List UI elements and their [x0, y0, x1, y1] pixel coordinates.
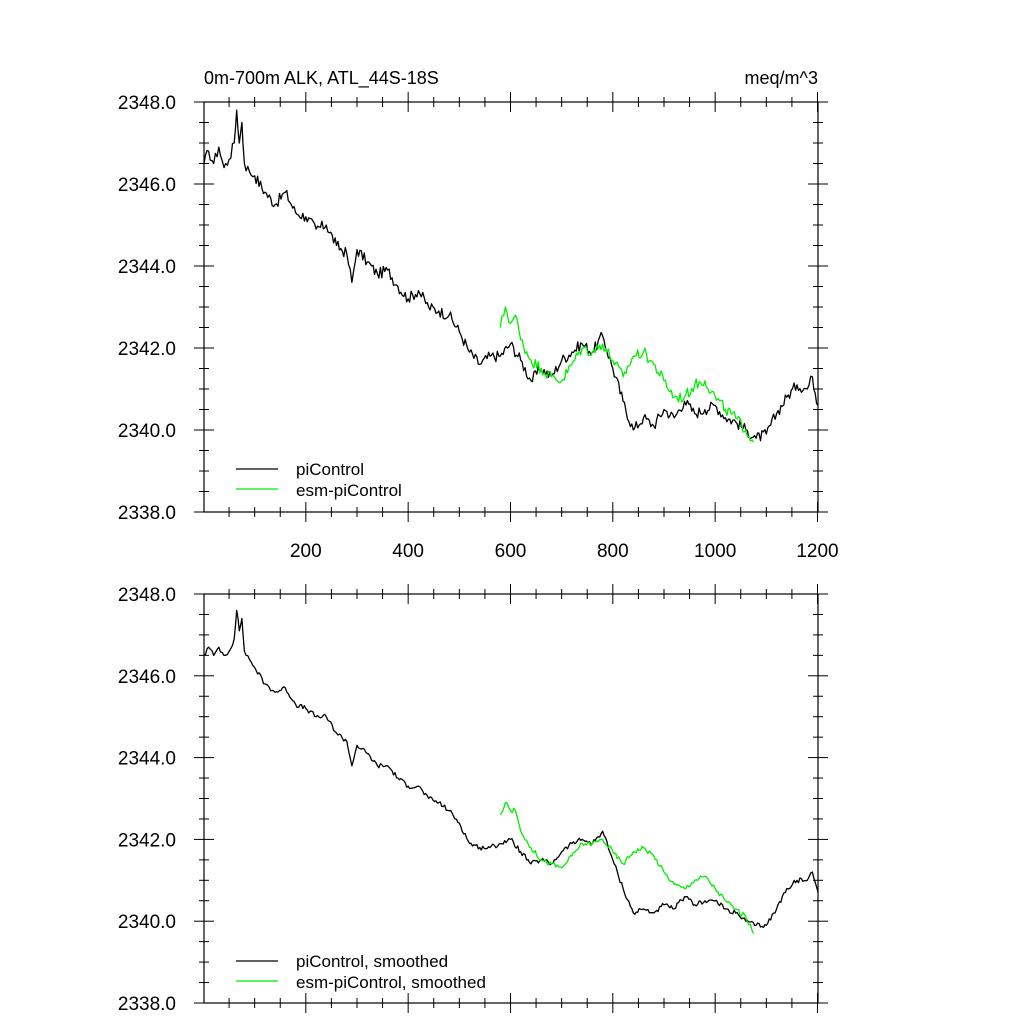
series-line-picontrol-smoothed	[203, 609, 819, 929]
plot-frame-top	[203, 101, 819, 513]
y-tick-label: 2348.0	[118, 93, 176, 114]
legend-label-esm-picontrol-smoothed: esm-piControl, smoothed	[296, 973, 486, 992]
y-tick-label: 2344.0	[118, 749, 176, 770]
legend-label-esm-picontrol: esm-piControl	[296, 481, 402, 500]
plot-frame-bottom	[203, 593, 819, 1004]
x-tick-label: 800	[597, 541, 629, 562]
y-tick-labels-bottom: 2338.0 2340.0 2342.0 2344.0 2346.0 2348.0	[118, 585, 176, 1015]
chart-units: meq/m^3	[745, 68, 818, 88]
chart-panel-bottom: 2338.0 2340.0 2342.0 2344.0 2346.0 2348.0 piC…	[118, 584, 828, 1015]
chart-panel-top: 0m-700m ALK, ATL_44S-18S meq/m^3 2338.02…	[118, 68, 839, 562]
y-tick-label: 2342.0	[118, 830, 176, 851]
y-tick-label: 2338.0	[118, 503, 176, 524]
series-line-esm-picontrol	[499, 306, 755, 443]
legend-top: piControl esm-piControl	[236, 460, 402, 500]
y-tick-label: 2346.0	[118, 175, 176, 196]
y-tick-label: 2340.0	[118, 912, 176, 933]
chart-title: 0m-700m ALK, ATL_44S-18S	[204, 68, 439, 89]
x-tick-labels-top: 200 400 600 800 1000 1200	[290, 541, 839, 562]
axis-ticks-bottom	[194, 584, 828, 1013]
legend-bottom: piControl, smoothed esm-piControl, smoot…	[236, 952, 486, 992]
legend-label-picontrol-smoothed: piControl, smoothed	[296, 952, 448, 971]
series-group-top	[203, 109, 819, 443]
y-tick-label: 2346.0	[118, 667, 176, 688]
y-tick-label: 2338.0	[118, 994, 176, 1015]
x-tick-label: 400	[392, 541, 424, 562]
x-tick-label: 1200	[796, 541, 838, 562]
y-tick-label: 2340.0	[118, 421, 176, 442]
series-line-picontrol	[203, 109, 819, 442]
x-tick-label: 1000	[694, 541, 736, 562]
legend-label-picontrol: piControl	[296, 460, 364, 479]
y-tick-labels-top: 2338.0 2340.0 2342.0 2344.0 2346.0 2348.0	[118, 93, 176, 524]
x-tick-label: 600	[495, 541, 527, 562]
y-tick-label: 2344.0	[118, 257, 176, 278]
y-tick-label: 2348.0	[118, 585, 176, 606]
axis-ticks-top	[194, 92, 828, 522]
series-line-esm-picontrol-smoothed	[499, 801, 755, 934]
x-tick-label: 200	[290, 541, 322, 562]
y-tick-label: 2342.0	[118, 339, 176, 360]
series-group-bottom	[203, 609, 819, 934]
